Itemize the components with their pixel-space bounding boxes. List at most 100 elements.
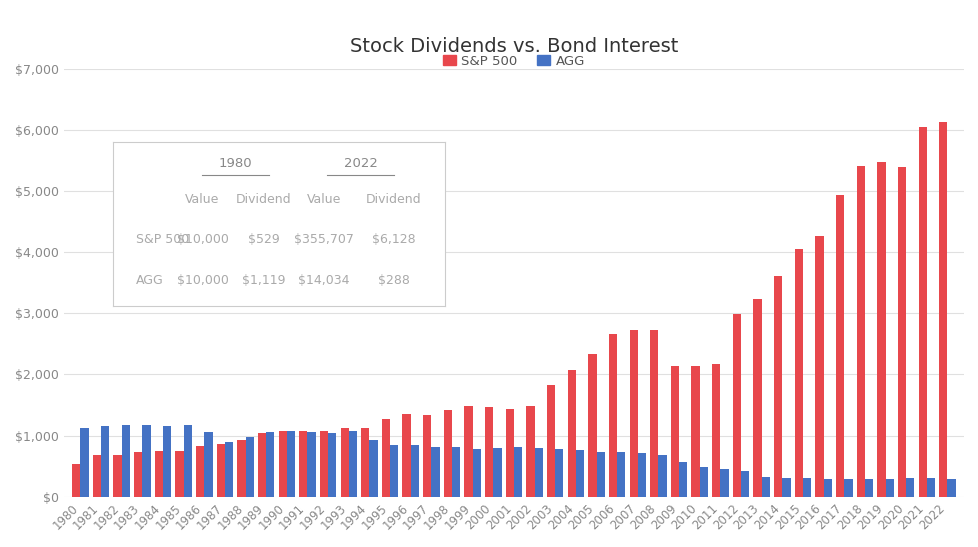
Bar bbox=[906, 479, 913, 497]
Bar bbox=[493, 448, 501, 497]
Bar bbox=[670, 366, 679, 497]
Bar bbox=[526, 405, 534, 497]
Bar bbox=[225, 441, 233, 497]
Bar bbox=[926, 479, 934, 497]
Bar bbox=[257, 433, 266, 497]
Bar bbox=[575, 450, 584, 497]
Bar bbox=[761, 477, 769, 497]
Bar bbox=[307, 432, 316, 497]
Text: $10,000: $10,000 bbox=[176, 274, 228, 287]
Bar bbox=[184, 425, 192, 497]
Text: AGG: AGG bbox=[136, 274, 163, 287]
Bar bbox=[134, 452, 142, 497]
Bar bbox=[897, 167, 906, 497]
Bar bbox=[534, 448, 542, 497]
Bar bbox=[658, 455, 666, 497]
Legend: S&P 500, AGG: S&P 500, AGG bbox=[437, 49, 590, 73]
Bar bbox=[843, 479, 852, 497]
Bar bbox=[155, 451, 162, 497]
Bar bbox=[402, 414, 411, 497]
Bar bbox=[781, 478, 790, 497]
Bar bbox=[753, 299, 761, 497]
Title: Stock Dividends vs. Bond Interest: Stock Dividends vs. Bond Interest bbox=[349, 37, 678, 56]
Bar bbox=[443, 410, 452, 497]
Bar bbox=[711, 364, 720, 497]
Bar bbox=[204, 432, 212, 497]
Text: $10,000: $10,000 bbox=[176, 232, 228, 246]
Bar bbox=[175, 451, 184, 497]
Text: Dividend: Dividend bbox=[366, 193, 422, 206]
Bar bbox=[431, 446, 439, 497]
Text: 1980: 1980 bbox=[219, 157, 252, 170]
Bar bbox=[567, 370, 575, 497]
Text: $355,707: $355,707 bbox=[293, 232, 353, 246]
Text: $6,128: $6,128 bbox=[372, 232, 416, 246]
Text: $529: $529 bbox=[247, 232, 280, 246]
Text: Value: Value bbox=[306, 193, 340, 206]
Bar bbox=[629, 330, 637, 497]
Bar bbox=[649, 330, 658, 497]
Text: $14,034: $14,034 bbox=[298, 274, 349, 287]
Bar bbox=[422, 415, 431, 497]
Bar bbox=[917, 127, 926, 497]
Text: $288: $288 bbox=[378, 274, 410, 287]
Bar bbox=[679, 462, 687, 497]
Bar bbox=[947, 479, 955, 497]
Bar bbox=[80, 428, 89, 497]
Bar bbox=[547, 386, 555, 497]
Bar bbox=[596, 452, 604, 497]
Bar bbox=[142, 424, 151, 497]
Text: Value: Value bbox=[185, 193, 219, 206]
Bar bbox=[348, 430, 357, 497]
Bar bbox=[885, 479, 893, 497]
Bar bbox=[513, 447, 521, 497]
Bar bbox=[616, 452, 625, 497]
Bar bbox=[938, 122, 947, 497]
Bar bbox=[864, 479, 872, 497]
Bar bbox=[555, 449, 563, 497]
Bar bbox=[369, 440, 378, 497]
Bar bbox=[856, 166, 864, 497]
Bar bbox=[237, 440, 245, 497]
Bar bbox=[822, 479, 831, 497]
Bar bbox=[732, 315, 740, 497]
Bar bbox=[802, 479, 811, 497]
Bar bbox=[101, 426, 110, 497]
Text: Dividend: Dividend bbox=[236, 193, 291, 206]
Text: $1,119: $1,119 bbox=[242, 274, 286, 287]
Bar bbox=[690, 366, 699, 497]
Bar bbox=[245, 438, 253, 497]
Bar bbox=[472, 449, 480, 497]
Bar bbox=[484, 408, 493, 497]
Bar bbox=[279, 431, 287, 497]
Bar bbox=[287, 431, 294, 497]
Bar bbox=[162, 426, 171, 497]
Bar bbox=[266, 432, 274, 497]
Bar bbox=[216, 444, 225, 497]
Bar bbox=[411, 445, 419, 497]
Bar bbox=[72, 464, 80, 497]
Bar bbox=[299, 431, 307, 497]
Bar bbox=[361, 428, 369, 497]
Bar bbox=[774, 276, 781, 497]
Bar bbox=[381, 419, 389, 497]
Bar bbox=[720, 469, 728, 497]
Bar bbox=[121, 424, 130, 497]
Text: 2022: 2022 bbox=[343, 157, 378, 170]
Bar bbox=[328, 433, 336, 497]
Bar bbox=[588, 353, 596, 497]
Bar bbox=[340, 428, 348, 497]
Bar bbox=[196, 446, 204, 497]
Bar bbox=[113, 455, 121, 497]
Bar bbox=[608, 334, 616, 497]
Bar bbox=[876, 162, 885, 497]
Bar bbox=[93, 455, 101, 497]
Bar bbox=[699, 467, 707, 497]
Bar bbox=[452, 447, 460, 497]
Bar bbox=[740, 471, 748, 497]
Bar bbox=[506, 409, 513, 497]
Bar bbox=[835, 195, 843, 497]
Bar bbox=[389, 445, 398, 497]
Bar bbox=[637, 453, 645, 497]
Bar bbox=[815, 236, 822, 497]
